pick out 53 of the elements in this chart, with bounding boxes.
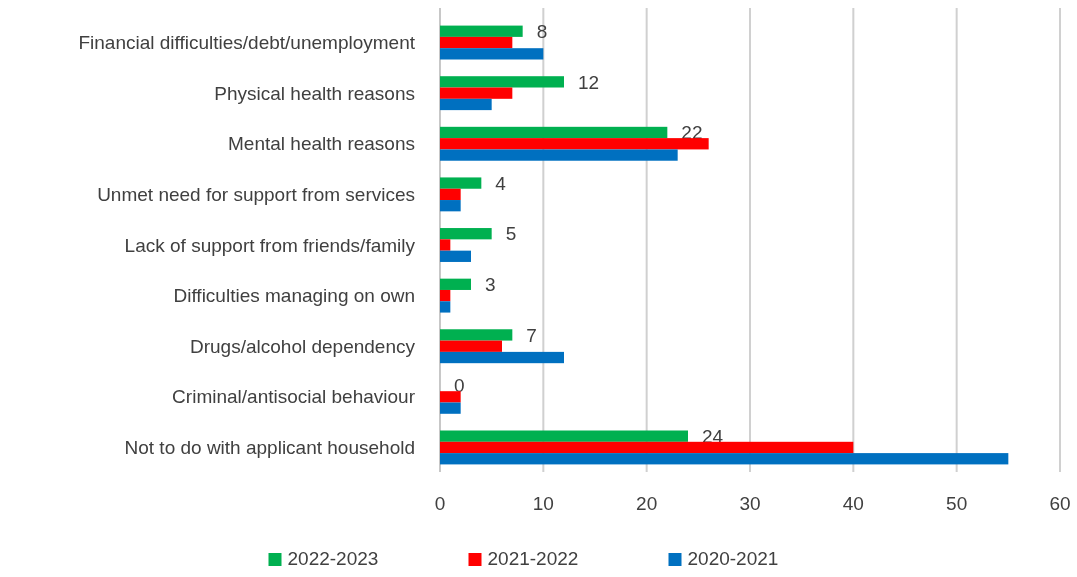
- x-tick-label: 30: [739, 493, 761, 514]
- x-tick-label: 0: [434, 493, 446, 514]
- x-tick-label: 40: [842, 493, 864, 514]
- bar: [440, 188, 461, 201]
- data-label: 4: [495, 172, 507, 194]
- y-tick-label: Physical health reasons: [214, 82, 415, 104]
- data-label: 0: [454, 375, 465, 397]
- y-tick-label: Drugs/alcohol dependency: [190, 335, 416, 357]
- bar: [440, 87, 513, 99]
- y-tick-label: Criminal/antisocial behaviour: [172, 386, 416, 408]
- bar: [440, 239, 451, 251]
- bar: [440, 250, 471, 262]
- bar: [440, 98, 492, 111]
- bar: [440, 177, 482, 189]
- x-tick-label: 50: [946, 493, 968, 514]
- bar: [440, 329, 513, 341]
- y-tick-label: Unmet need for support from services: [97, 184, 415, 206]
- bar: [440, 25, 523, 37]
- bar: [440, 441, 854, 454]
- y-tick-label: Difficulties managing on own: [173, 285, 415, 307]
- bar: [440, 48, 544, 60]
- bar: [440, 138, 709, 150]
- data-label: 8: [536, 20, 548, 42]
- bar: [440, 278, 471, 290]
- y-tick-label: Mental health reasons: [228, 133, 415, 155]
- bar: [440, 430, 688, 442]
- bar: [440, 402, 461, 414]
- bar: [440, 340, 502, 352]
- data-label: 7: [526, 324, 537, 346]
- legend-label: 2020-2021: [687, 548, 779, 569]
- x-tick-label: 10: [532, 493, 554, 514]
- x-tick-label: 20: [636, 493, 658, 514]
- bar: [440, 149, 678, 161]
- bar: [440, 126, 668, 139]
- bar: [440, 351, 564, 364]
- bar: [440, 200, 461, 212]
- legend-label: 2022-2023: [287, 548, 379, 569]
- x-tick-label: 60: [1049, 493, 1071, 514]
- data-label: 3: [485, 273, 496, 295]
- bar: [440, 36, 513, 49]
- legend-label: 2021-2022: [487, 548, 579, 569]
- y-tick-label: Not to do with applicant household: [124, 437, 415, 459]
- bar: [440, 289, 451, 302]
- data-label: 12: [578, 71, 600, 93]
- bar: [440, 391, 461, 403]
- data-label: 5: [505, 223, 517, 245]
- data-label: 22: [681, 122, 703, 144]
- bar: [440, 228, 492, 240]
- y-tick-label: Financial difficulties/debt/unemployment: [78, 32, 416, 54]
- bar: [440, 76, 564, 88]
- bar: [440, 301, 451, 313]
- y-tick-label: Lack of support from friends/family: [124, 234, 416, 256]
- bar: [440, 453, 1009, 465]
